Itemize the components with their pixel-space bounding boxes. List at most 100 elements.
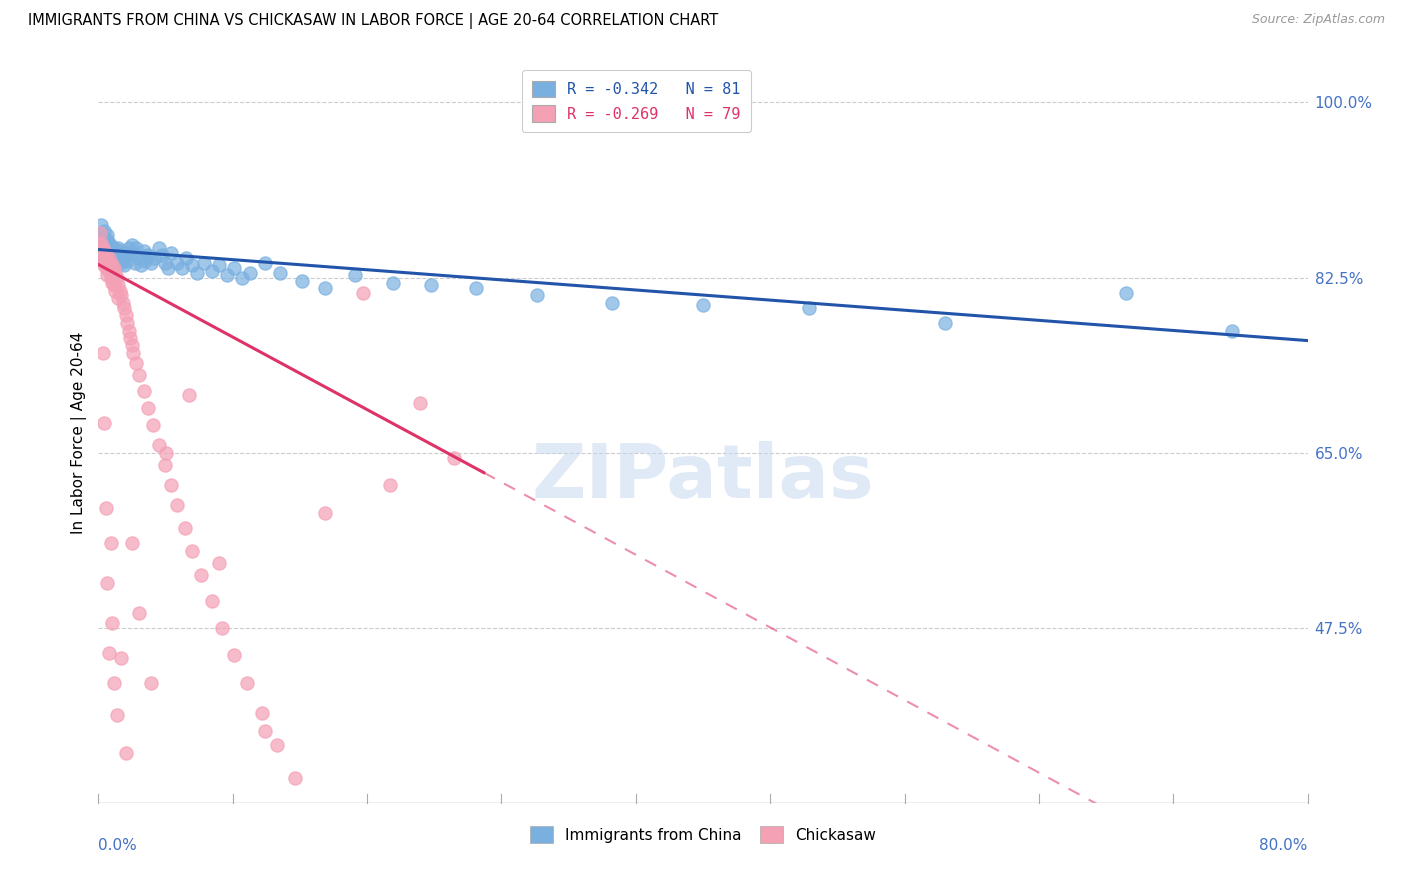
Point (136, 401, 159, 415)
Point (110, 244, 132, 258)
Point (114, 308, 136, 322)
Point (155, 445, 177, 459)
Point (304, 805, 326, 820)
Point (160, 477, 183, 491)
Point (100, 270, 122, 285)
Point (266, 738, 288, 752)
Point (143, 251, 166, 265)
Point (121, 535, 143, 549)
Point (128, 368, 150, 382)
Point (141, 675, 163, 690)
Point (103, 277, 125, 292)
Point (1220, 324, 1243, 338)
Point (93, 223, 115, 237)
Point (98, 263, 121, 277)
Point (93, 258, 115, 272)
Text: IMMIGRANTS FROM CHINA VS CHICKASAW IN LABOR FORCE | AGE 20-64 CORRELATION CHART: IMMIGRANTS FROM CHINA VS CHICKASAW IN LA… (28, 13, 718, 29)
Point (153, 255, 176, 269)
Point (132, 384, 155, 398)
Point (96, 227, 118, 242)
Point (91, 253, 114, 268)
Point (173, 521, 195, 535)
Point (314, 506, 336, 520)
Point (179, 387, 201, 401)
Point (797, 301, 820, 315)
Point (181, 258, 204, 272)
Point (90, 235, 112, 250)
Point (108, 284, 131, 298)
Point (1115, 285, 1137, 300)
Point (120, 330, 142, 344)
Point (148, 437, 170, 451)
Point (239, 266, 262, 280)
Point (122, 345, 145, 359)
Point (107, 253, 129, 268)
Point (253, 723, 276, 738)
Text: Source: ZipAtlas.com: Source: ZipAtlas.com (1251, 13, 1385, 27)
Point (125, 355, 148, 369)
Point (253, 255, 276, 269)
Point (160, 245, 183, 260)
Point (103, 240, 125, 255)
Point (107, 277, 129, 292)
Point (101, 615, 124, 630)
Point (94, 247, 117, 261)
Point (112, 258, 135, 272)
Point (128, 606, 150, 620)
Point (93, 416, 115, 430)
Point (114, 746, 136, 760)
Point (111, 295, 134, 310)
Point (352, 285, 374, 300)
Point (108, 247, 131, 261)
Point (602, 295, 624, 310)
Point (103, 251, 125, 265)
Point (115, 253, 138, 268)
Point (105, 707, 128, 722)
Point (121, 337, 143, 351)
Point (94, 500, 117, 515)
Point (104, 245, 127, 260)
Point (934, 316, 956, 330)
Point (314, 280, 336, 294)
Point (101, 244, 124, 258)
Point (100, 255, 122, 269)
Point (98, 245, 121, 260)
Point (111, 251, 134, 265)
Point (105, 270, 128, 285)
Point (186, 266, 208, 280)
Point (94, 244, 117, 258)
Point (100, 251, 122, 265)
Point (211, 621, 233, 635)
Point (115, 316, 138, 330)
Point (93, 247, 115, 261)
Point (101, 276, 124, 290)
Point (122, 245, 145, 260)
Point (134, 253, 156, 268)
Point (98, 235, 121, 250)
Point (91, 237, 114, 252)
Point (96, 575, 118, 590)
Text: 80.0%: 80.0% (1260, 838, 1308, 853)
Point (112, 301, 135, 315)
Point (94, 231, 117, 245)
Point (166, 498, 188, 512)
Point (692, 297, 714, 311)
Point (89, 240, 111, 255)
Point (91, 230, 114, 244)
Point (118, 324, 141, 338)
Point (526, 287, 548, 301)
Point (420, 277, 443, 292)
Point (344, 268, 367, 282)
Point (105, 251, 128, 265)
Point (90, 247, 112, 261)
Point (101, 258, 124, 272)
Point (326, 844, 349, 858)
Point (93, 235, 115, 250)
Text: 0.0%: 0.0% (98, 838, 138, 853)
Point (90, 234, 112, 248)
Point (174, 251, 197, 265)
Point (382, 276, 405, 290)
Point (378, 477, 401, 491)
Point (110, 255, 132, 269)
Point (132, 244, 155, 258)
